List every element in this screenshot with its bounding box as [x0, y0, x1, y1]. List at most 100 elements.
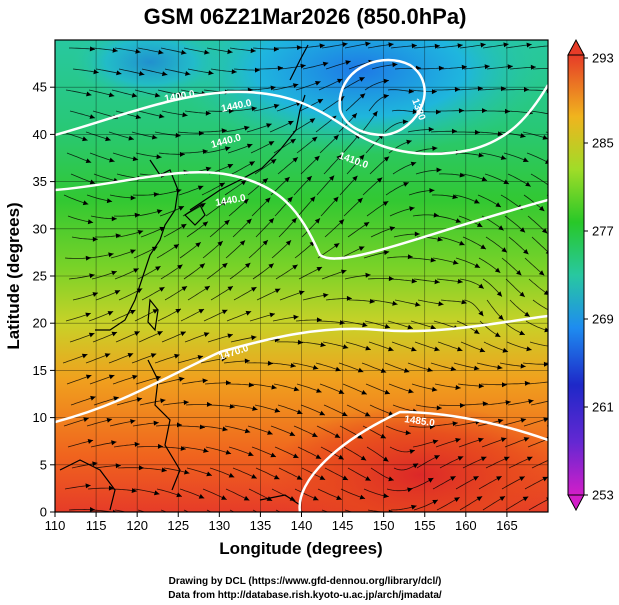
- x-tick-label: 120: [126, 518, 148, 533]
- streamline-arrowhead: [319, 43, 325, 49]
- streamline-arrowhead: [357, 433, 363, 439]
- streamline-arrowhead: [541, 228, 548, 234]
- streamline-arrowhead: [160, 398, 166, 404]
- colorbar-tick-label: 293: [592, 51, 614, 66]
- streamline-arrowhead: [227, 164, 234, 169]
- streamline-arrowhead: [292, 83, 299, 88]
- streamline-arrowhead: [221, 309, 228, 315]
- streamline-arrowhead: [85, 312, 91, 318]
- streamline-arrowhead: [432, 499, 438, 505]
- streamline-arrowhead: [334, 433, 341, 438]
- streamline-arrowhead: [455, 218, 462, 223]
- streamline-arrowhead: [203, 332, 210, 337]
- streamline-arrowhead: [227, 286, 233, 291]
- streamline-arrowhead: [336, 495, 342, 500]
- streamline-arrowhead: [243, 198, 249, 204]
- streamline-arrowhead: [268, 263, 274, 269]
- streamline-arrowhead: [452, 259, 459, 265]
- streamline-arrowhead: [319, 475, 326, 480]
- streamline-arrowhead: [388, 276, 394, 282]
- coastline-new-guinea: [259, 494, 301, 506]
- streamline-arrowhead: [543, 361, 548, 367]
- streamline-arrowhead: [358, 246, 365, 251]
- streamline-arrowhead: [322, 61, 329, 67]
- streamline: [528, 45, 548, 49]
- streamline-arrowhead: [478, 437, 484, 443]
- streamline-arrowhead: [438, 65, 444, 71]
- streamline-arrowhead: [480, 244, 486, 250]
- streamline-arrowhead: [309, 118, 316, 124]
- streamline-arrowhead: [268, 218, 274, 224]
- streamline-arrowhead: [380, 433, 386, 439]
- streamline-arrowhead: [151, 134, 158, 140]
- streamline: [114, 509, 127, 512]
- streamline: [526, 381, 548, 385]
- streamline-arrowhead: [306, 176, 312, 182]
- streamline-arrowhead: [87, 439, 94, 444]
- streamline-arrowhead: [436, 167, 442, 173]
- streamline-arrowhead: [455, 438, 461, 443]
- streamline-arrowhead: [522, 496, 529, 502]
- streamline-arrowhead: [429, 188, 435, 193]
- streamline-arrowhead: [156, 154, 162, 160]
- streamline-arrowhead: [342, 42, 348, 47]
- streamline-arrowhead: [111, 440, 117, 446]
- streamline-arrowhead: [178, 206, 185, 211]
- streamline-arrowhead: [155, 266, 161, 271]
- colorbar: 293 285 277 269 261 253: [567, 38, 614, 512]
- y-tick-label: 45: [33, 80, 47, 95]
- streamline-arrowhead: [523, 249, 529, 255]
- streamline-arrowhead: [131, 92, 138, 98]
- streamline-arrowhead: [407, 324, 413, 330]
- streamline-arrowhead: [227, 333, 233, 339]
- streamline-arrowhead: [383, 78, 389, 84]
- streamline-arrowhead: [503, 42, 509, 48]
- streamline-arrowhead: [507, 64, 513, 70]
- streamline-arrowhead: [287, 196, 293, 203]
- streamline-arrowhead: [243, 495, 250, 501]
- streamline-arrowhead: [474, 263, 481, 268]
- streamline-arrowhead: [267, 430, 273, 435]
- streamline-arrowhead: [219, 182, 225, 188]
- streamline-arrowhead: [409, 206, 415, 212]
- y-tick-label: 20: [33, 316, 47, 331]
- streamline-arrowhead: [82, 200, 89, 206]
- streamline: [530, 400, 548, 406]
- streamline-arrowhead: [312, 365, 319, 370]
- contour-low-loop: [338, 58, 426, 137]
- streamline-arrowhead: [563, 269, 569, 274]
- streamline-arrowhead: [224, 146, 231, 152]
- streamline-arrowhead: [336, 154, 342, 161]
- streamline-arrowhead: [457, 278, 463, 284]
- streamline-arrowhead: [288, 121, 294, 126]
- streamline-arrowhead: [520, 363, 526, 369]
- streamline-arrowhead: [376, 177, 383, 183]
- streamline-arrowhead: [497, 131, 503, 137]
- streamline-arrowhead: [273, 46, 279, 52]
- streamline-arrowhead: [251, 106, 257, 112]
- streamline-arrowhead: [365, 41, 371, 47]
- x-axis-label: Longitude (degrees): [219, 539, 382, 558]
- streamline-arrowhead: [544, 327, 548, 333]
- streamline-arrowhead: [198, 309, 205, 314]
- streamline-arrowhead: [436, 109, 441, 115]
- streamline-arrowhead: [481, 176, 488, 182]
- streamline-arrowhead: [180, 224, 187, 229]
- y-tick-label: 25: [33, 269, 47, 284]
- streamline-arrowhead: [204, 49, 210, 55]
- streamline-arrowhead: [244, 125, 250, 131]
- streamline-arrowhead: [87, 219, 94, 225]
- coastlines: [59, 44, 309, 511]
- wind-streamlines: [62, 41, 569, 512]
- streamline-arrowhead: [130, 249, 136, 255]
- streamline-arrowhead: [239, 240, 246, 246]
- streamline-arrowhead: [459, 240, 465, 246]
- streamline-arrowhead: [290, 138, 296, 144]
- streamline-arrowhead: [251, 287, 257, 292]
- streamline-arrowhead: [519, 227, 526, 233]
- colorbar-ticks: 293 285 277 269 261 253: [584, 51, 614, 503]
- streamline-arrowhead: [111, 270, 117, 276]
- streamline-arrowhead: [430, 324, 436, 330]
- streamline-arrowhead: [561, 207, 566, 212]
- streamline-arrowhead: [179, 151, 185, 157]
